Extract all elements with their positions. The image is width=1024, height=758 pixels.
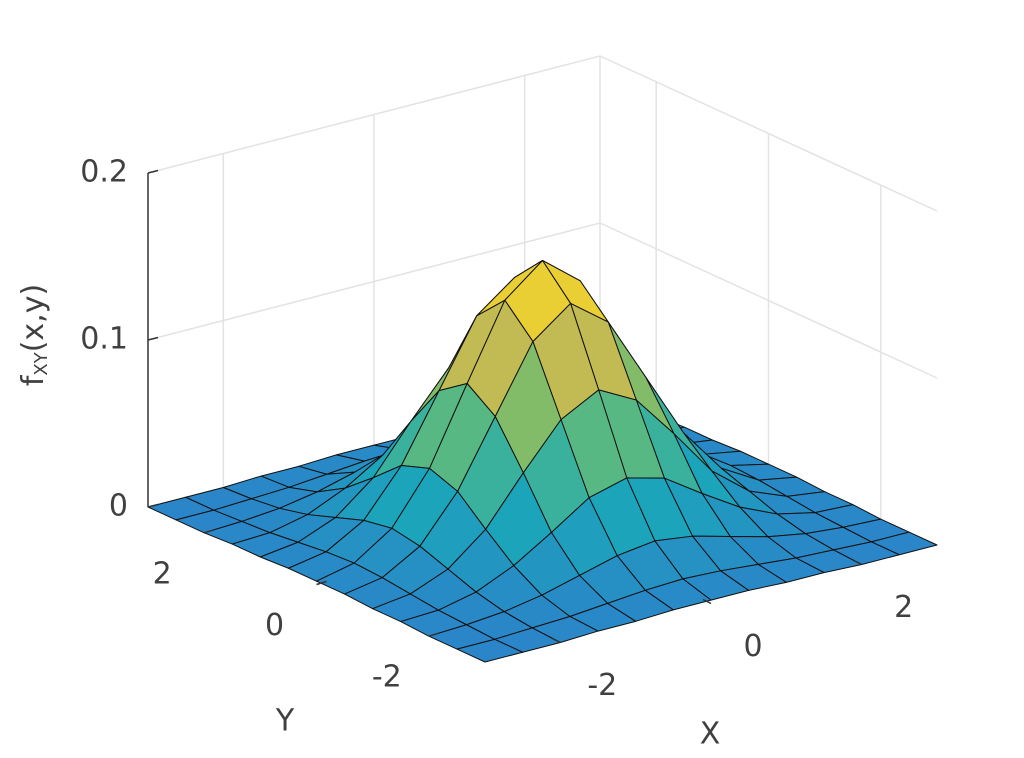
y-tick — [203, 529, 215, 534]
x-tick-label: 2 — [894, 590, 913, 625]
x-axis-label: X — [700, 717, 721, 752]
y-tick — [316, 580, 327, 586]
z-label-base: f — [16, 374, 51, 386]
surface-patch — [456, 638, 524, 663]
y-tick — [428, 632, 440, 637]
z-tick — [147, 336, 159, 341]
z-tick-label: 0 — [109, 489, 128, 524]
z-tick — [147, 503, 159, 508]
z-tick-label: 0.2 — [80, 155, 128, 190]
y-tick-label: 0 — [265, 608, 284, 643]
z-label-sub: XY — [31, 351, 52, 375]
z-label-rest: (x,y) — [16, 284, 51, 352]
z-tick — [147, 169, 159, 174]
grid-line — [147, 55, 938, 212]
x-tick — [551, 637, 561, 644]
z-tick-label: 0.1 — [80, 322, 128, 357]
y-tick-label: 2 — [153, 556, 172, 591]
x-tick-label: -2 — [587, 668, 617, 703]
y-tick-label: -2 — [372, 660, 402, 695]
x-tick — [853, 559, 863, 566]
z-axis-label: fXY(x,y) — [16, 284, 53, 386]
x-tick — [702, 598, 712, 605]
x-tick-label: 0 — [743, 629, 762, 664]
y-axis-label: Y — [275, 704, 295, 739]
